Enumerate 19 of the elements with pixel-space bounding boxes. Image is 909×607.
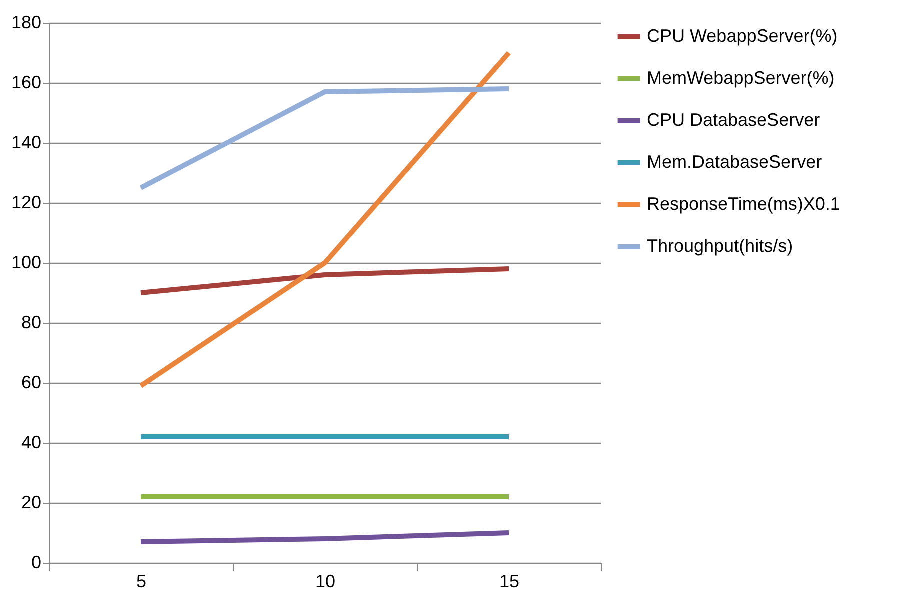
x-tick-label: 5 xyxy=(136,572,147,592)
y-tick-label: 180 xyxy=(11,12,42,32)
y-tick-label: 0 xyxy=(31,552,42,572)
y-tick-label: 60 xyxy=(21,372,42,392)
y-tick-label: 100 xyxy=(11,252,42,272)
x-tick-label: 10 xyxy=(315,572,336,592)
x-tick-label: 15 xyxy=(499,572,520,592)
y-tick-label: 20 xyxy=(21,492,42,512)
legend-label: MemWebappServer(%) xyxy=(647,68,835,88)
y-tick-label: 40 xyxy=(21,432,42,452)
y-tick-label: 120 xyxy=(11,192,42,212)
y-tick-label: 140 xyxy=(11,132,42,152)
legend-label: Mem.DatabaseServer xyxy=(647,152,822,172)
y-tick-label: 160 xyxy=(11,72,42,92)
legend-label: CPU DatabaseServer xyxy=(647,110,820,130)
legend-label: Throughput(hits/s) xyxy=(647,236,794,256)
legend-label: ResponseTime(ms)X0.1 xyxy=(647,194,840,214)
y-tick-label: 80 xyxy=(21,312,42,332)
legend-label: CPU WebappServer(%) xyxy=(647,26,838,46)
